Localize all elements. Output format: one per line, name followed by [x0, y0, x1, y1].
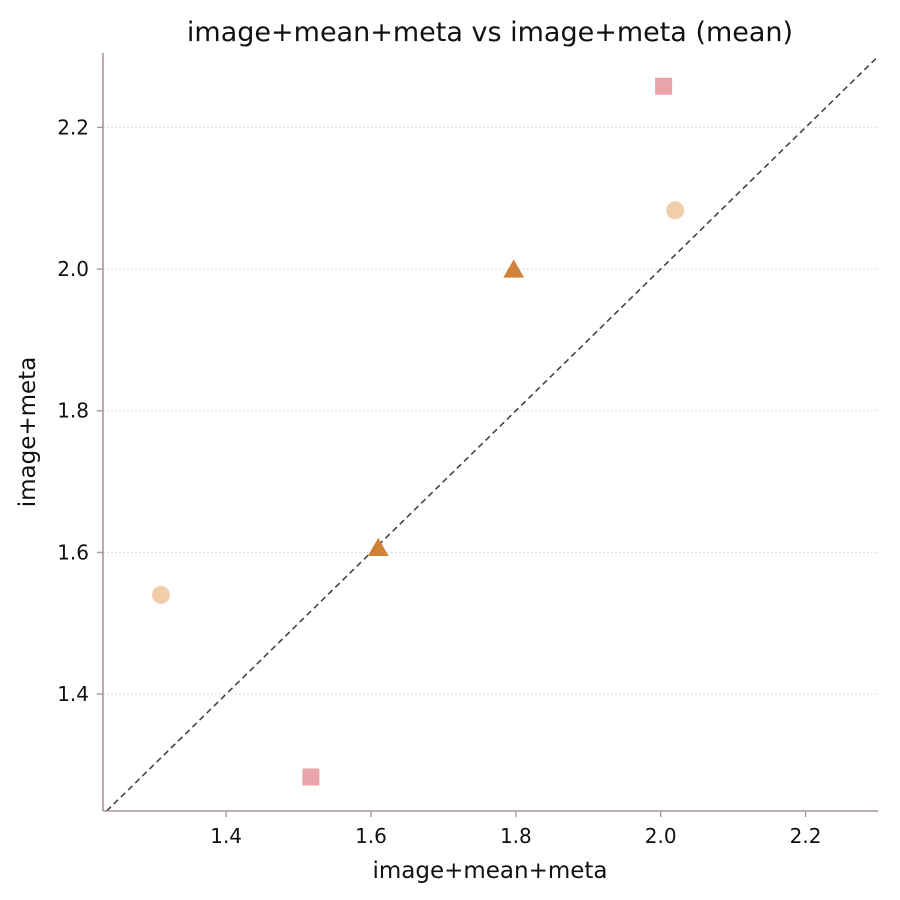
y-tick-label: 2.0: [57, 257, 89, 281]
data-point-square: [302, 768, 320, 786]
x-axis-label: image+mean+meta: [372, 858, 607, 884]
y-tick-label: 2.2: [57, 115, 89, 139]
data-point-triangle: [503, 259, 525, 278]
data-point-square: [655, 77, 673, 95]
x-tick-label: 1.4: [210, 824, 242, 848]
data-point-circle: [666, 201, 685, 220]
y-tick-label: 1.4: [57, 682, 89, 706]
x-tick-label: 1.6: [355, 824, 387, 848]
grid-layer: [103, 126, 878, 695]
axes-layer: [102, 53, 878, 812]
reference-line: [106, 55, 879, 812]
x-tick-label: 2.2: [790, 824, 822, 848]
data-point-circle: [151, 585, 170, 604]
y-tick-label: 1.8: [57, 399, 89, 423]
x-tick-label: 2.0: [645, 824, 677, 848]
y-axis-label: image+meta: [15, 357, 41, 508]
points-layer: [151, 77, 685, 786]
x-tick-label: 1.8: [500, 824, 532, 848]
ticks-layer: 1.4 1.6 1.8 2.0 2.2 1.4 1.6 1.8 2.0 2.2: [57, 115, 821, 848]
reference-line-layer: [106, 55, 879, 812]
y-tick-label: 1.6: [57, 540, 89, 564]
chart-title: image+mean+meta vs image+meta (mean): [187, 17, 793, 48]
data-point-triangle: [367, 537, 389, 557]
